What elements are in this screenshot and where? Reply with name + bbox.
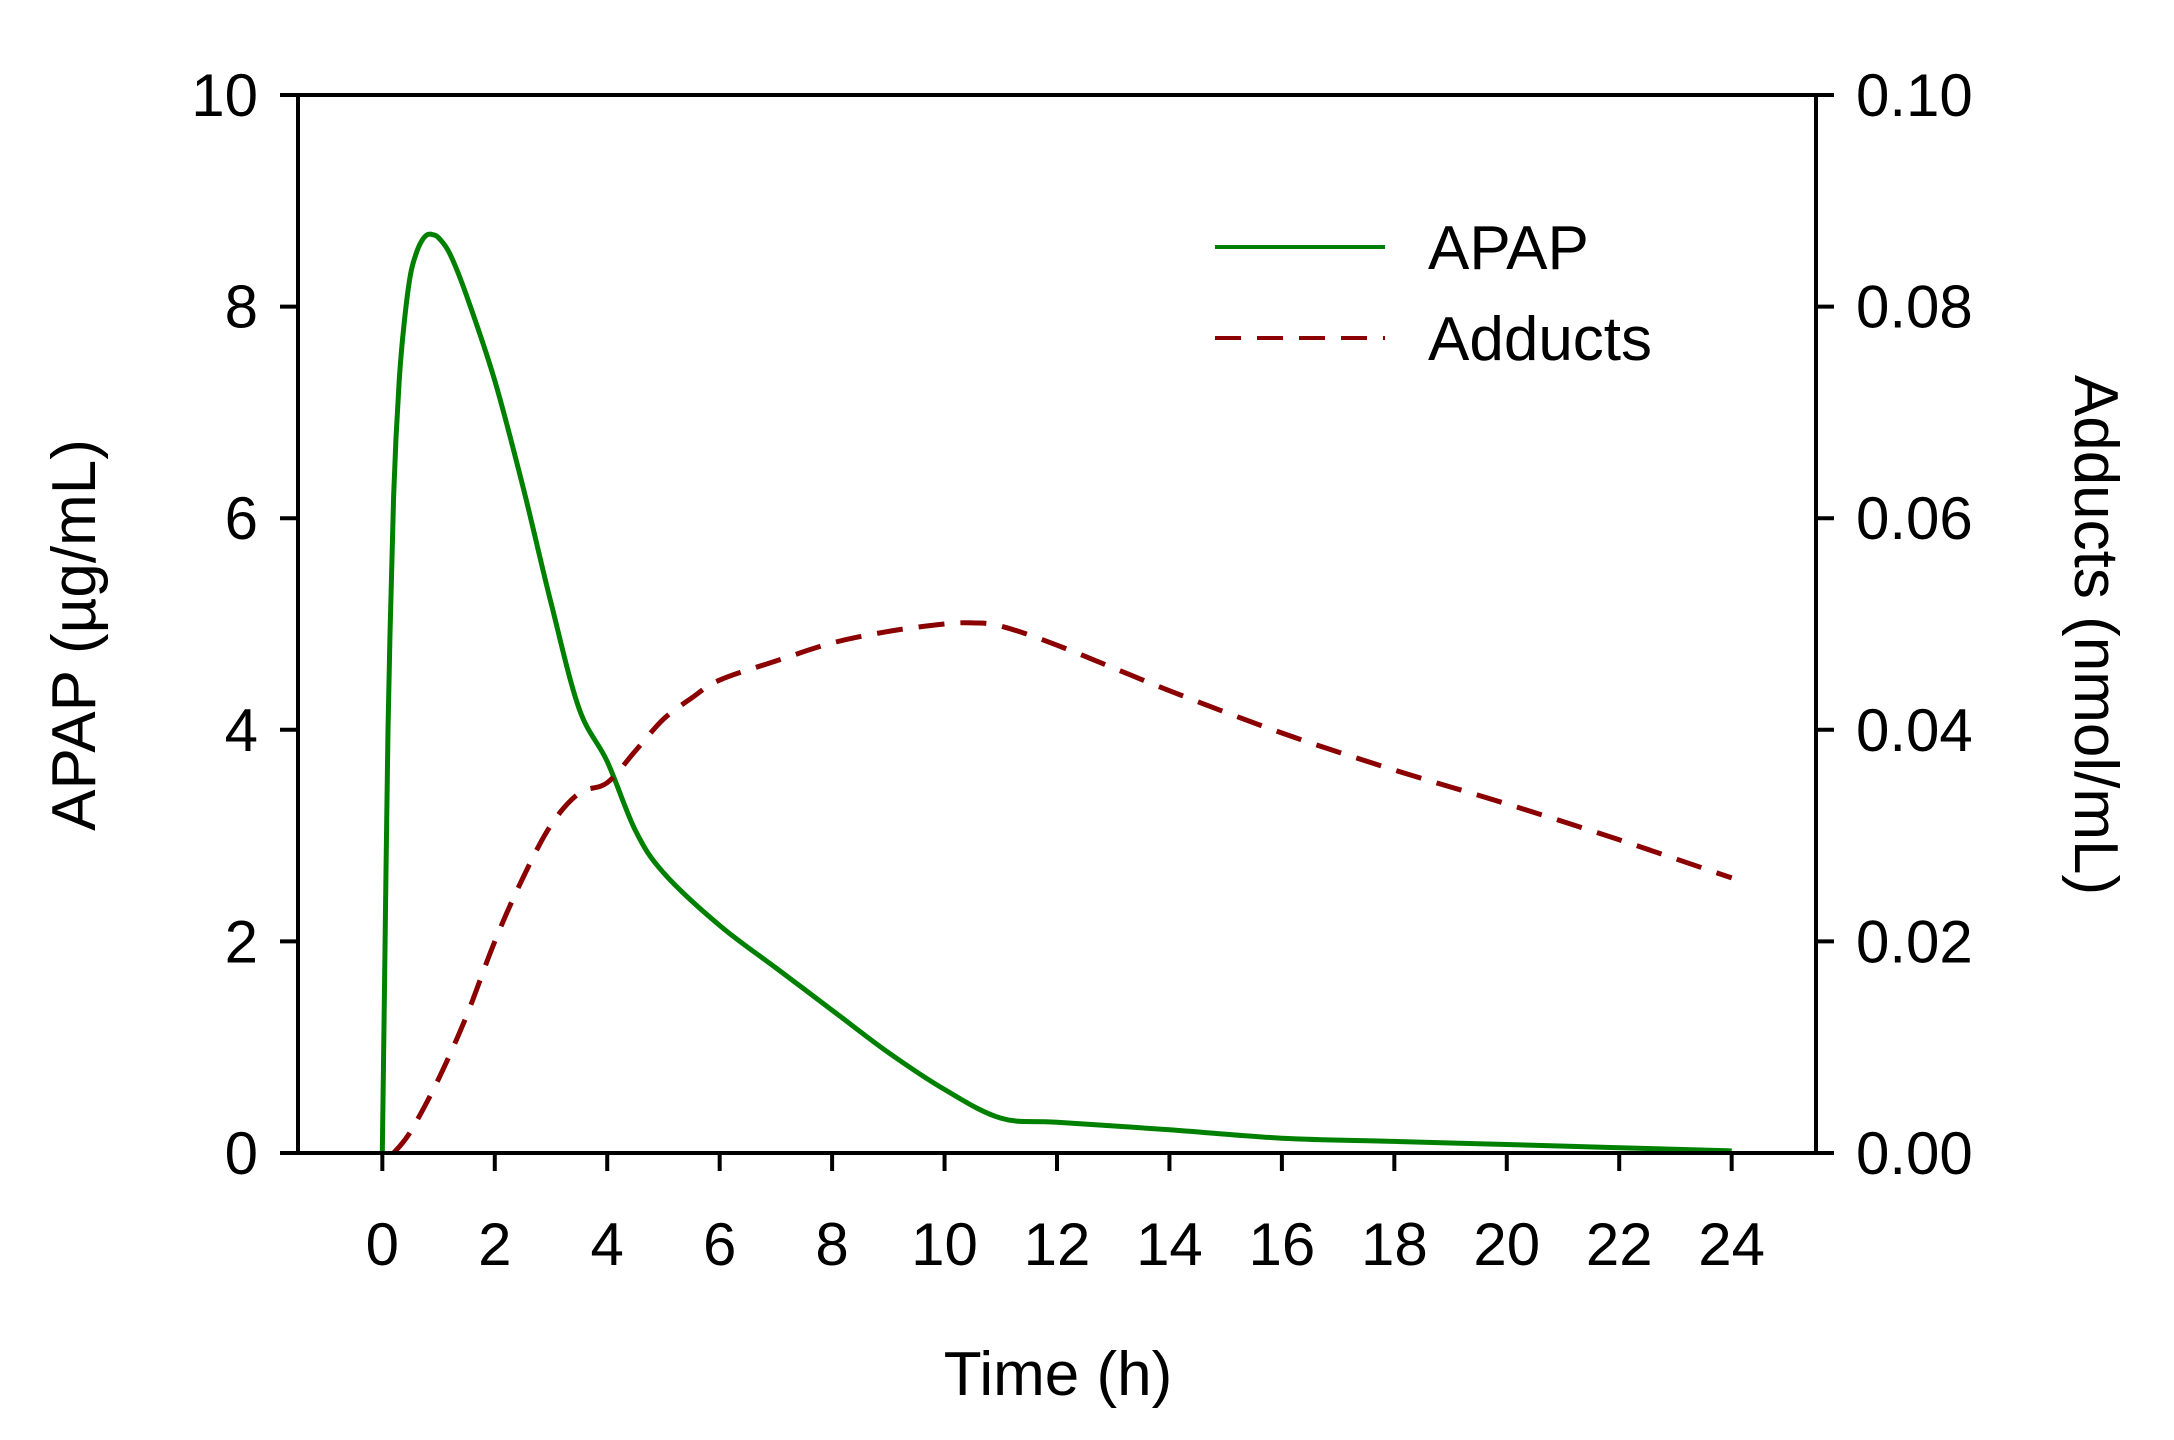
legend-label-adducts: Adducts: [1428, 305, 1652, 374]
x-tick-label: 18: [1361, 1211, 1428, 1278]
series-layer: [379, 231, 1733, 1155]
legend-label-apap: APAP: [1428, 214, 1589, 283]
y-left-tick-label: 2: [225, 908, 258, 975]
y-left-tick-label: 4: [225, 697, 258, 764]
y-right-tick-label: 0.08: [1856, 274, 1973, 341]
x-tick-label: 8: [815, 1211, 848, 1278]
y-right-axis-ticks: 0.00 0.02 0.04 0.06 0.08 0.10: [1816, 62, 1973, 1187]
x-tick-label: 10: [911, 1211, 978, 1278]
y-left-tick-label: 10: [191, 62, 258, 129]
x-tick-label: 22: [1586, 1211, 1653, 1278]
y-left-axis-title: APAP (µg/mL): [40, 439, 109, 831]
legend: APAP Adducts: [1215, 214, 1652, 374]
x-tick-label: 12: [1024, 1211, 1091, 1278]
y-left-tick-label: 0: [225, 1120, 258, 1187]
x-tick-label: 2: [478, 1211, 511, 1278]
x-tick-label: 14: [1136, 1211, 1203, 1278]
x-tick-label: 4: [591, 1211, 624, 1278]
x-tick-label: 16: [1249, 1211, 1316, 1278]
x-tick-label: 20: [1473, 1211, 1540, 1278]
series-line-adducts: [391, 620, 1733, 1155]
y-right-tick-label: 0.10: [1856, 62, 1973, 129]
x-axis-ticks: 0 2 4 6 8 10 12 14 16 18 20 22 24: [366, 1153, 1765, 1278]
y-right-tick-label: 0.02: [1856, 908, 1973, 975]
y-left-tick-label: 6: [225, 485, 258, 552]
x-tick-label: 6: [703, 1211, 736, 1278]
y-right-tick-label: 0.00: [1856, 1120, 1973, 1187]
x-axis-title: Time (h): [944, 1340, 1172, 1409]
x-tick-label: 0: [366, 1211, 399, 1278]
x-tick-label: 24: [1698, 1211, 1765, 1278]
y-left-axis-ticks: 0 2 4 6 8 10: [191, 62, 298, 1187]
y-left-tick-label: 8: [225, 274, 258, 341]
y-right-tick-label: 0.06: [1856, 485, 1973, 552]
y-right-tick-label: 0.04: [1856, 697, 1973, 764]
series-line-apap: [379, 231, 1732, 1154]
y-right-axis-title: Adducts (nmol/mL): [2061, 375, 2130, 895]
